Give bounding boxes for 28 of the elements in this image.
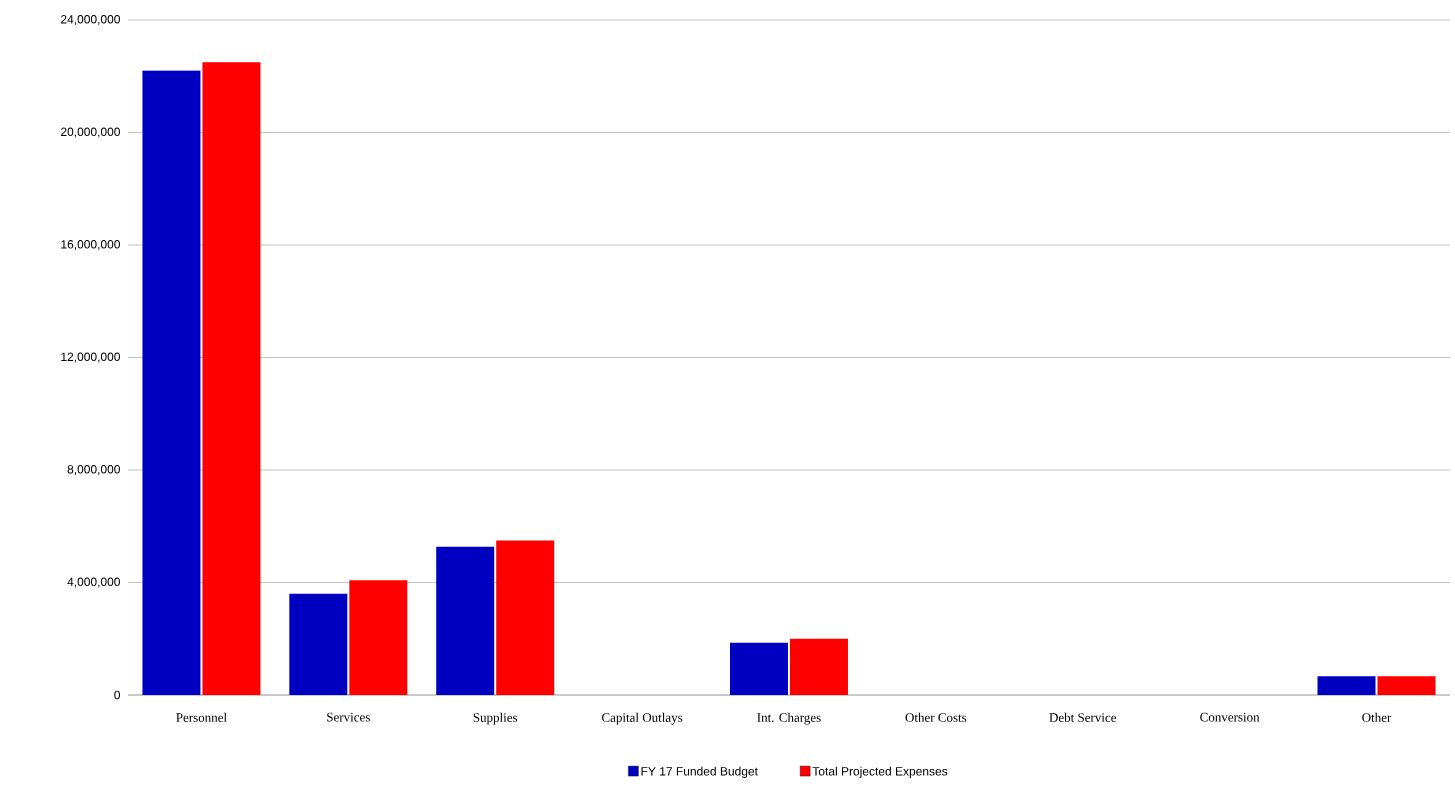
x-tick-label: Supplies xyxy=(473,712,518,725)
y-tick-label: 4,000,000 xyxy=(67,577,120,588)
x-tick-label: Other xyxy=(1362,712,1392,722)
x-tick-label: Capital Outlays xyxy=(602,712,683,725)
bar xyxy=(729,642,788,695)
bar xyxy=(289,593,348,695)
x-tick-label: Int. Charges xyxy=(757,712,821,725)
legend-label: FY 17 Funded Budget xyxy=(641,766,758,778)
y-tick-label: 20,000,000 xyxy=(61,127,120,138)
bar xyxy=(496,540,555,695)
x-tick-label: Conversion xyxy=(1200,712,1260,722)
y-tick-label: 24,000,000 xyxy=(61,15,120,25)
y-tick-label: 16,000,000 xyxy=(61,240,120,250)
x-tick-label: Debt Service xyxy=(1049,712,1117,722)
bar xyxy=(1317,676,1376,695)
x-tick-label: Other Costs xyxy=(905,712,967,722)
y-tick-label: 12,000,000 xyxy=(61,352,120,363)
bar xyxy=(789,638,848,695)
y-tick-label: 0 xyxy=(114,690,121,700)
bar xyxy=(1377,676,1436,695)
bar xyxy=(142,70,201,695)
bar xyxy=(202,62,261,695)
x-tick-label: Services xyxy=(327,712,370,722)
y-tick-label: 8,000,000 xyxy=(67,465,120,475)
bar xyxy=(349,580,408,695)
x-tick-label: Personnel xyxy=(176,712,227,722)
legend-label: Total Projected Expenses xyxy=(812,766,948,778)
bar xyxy=(436,546,495,695)
